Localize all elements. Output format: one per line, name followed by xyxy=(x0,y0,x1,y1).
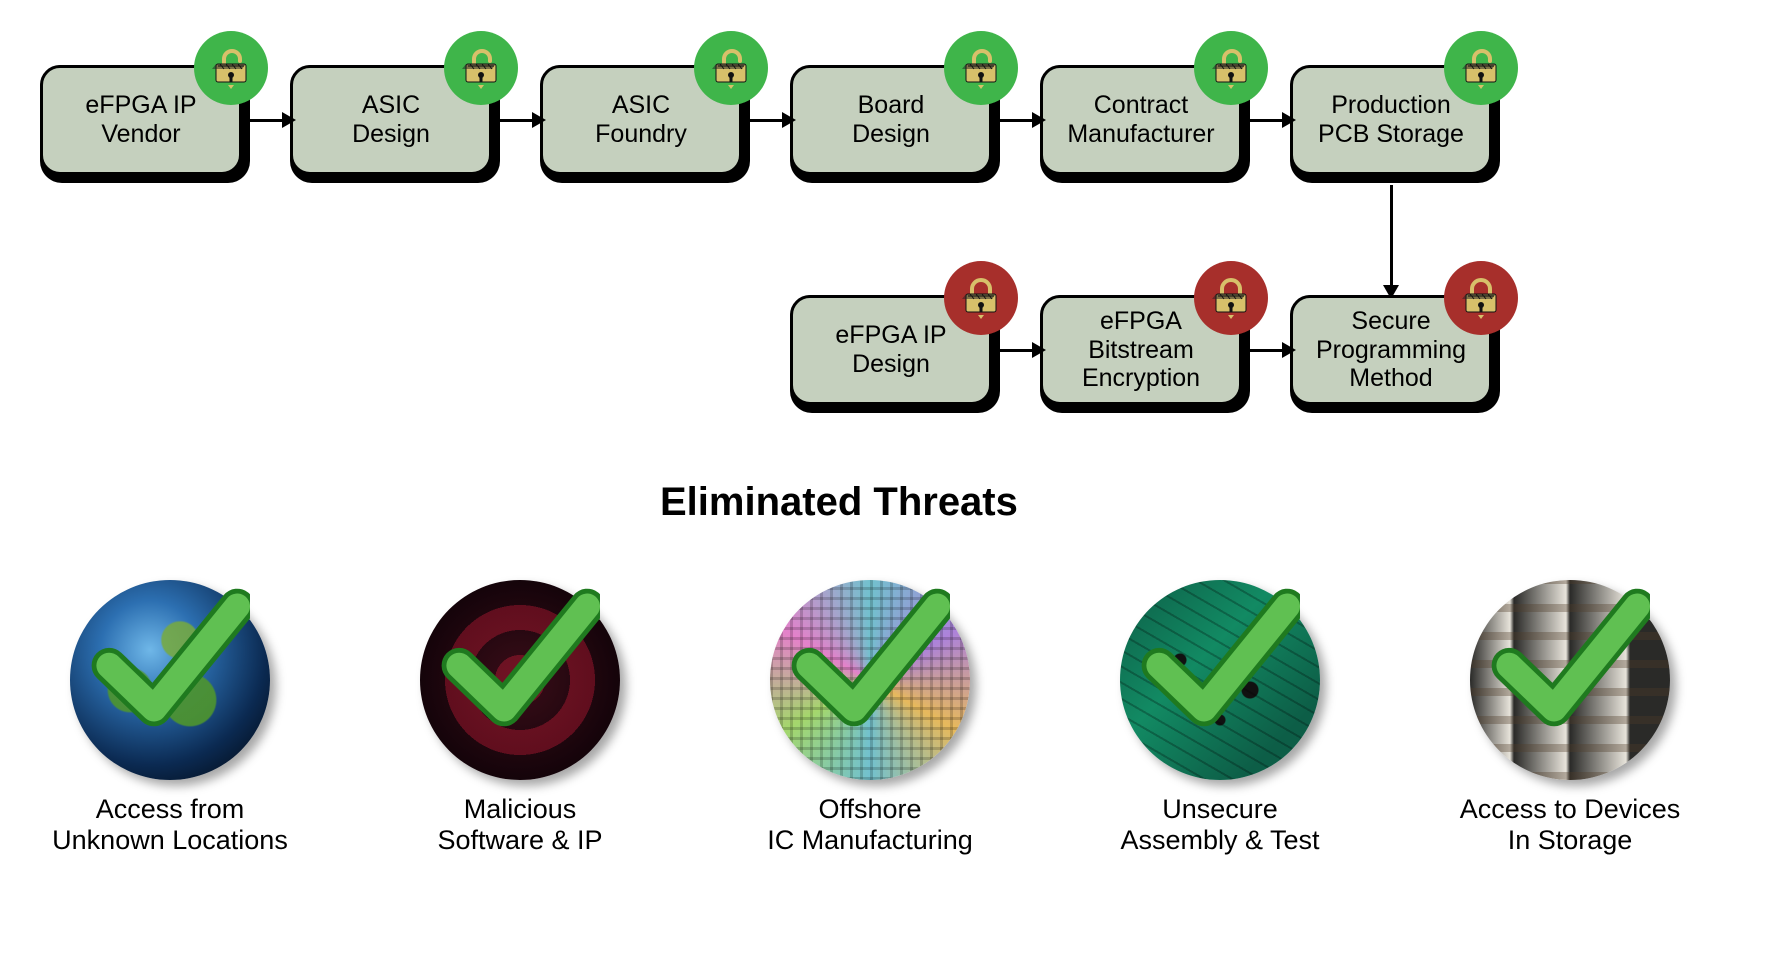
threat-offshore-ic-manufacturing: OffshoreIC Manufacturing xyxy=(740,580,1000,856)
arrow-head-icon xyxy=(532,112,546,128)
check-icon xyxy=(1490,578,1650,743)
threat-unsecure-assembly-test: UnsecureAssembly & Test xyxy=(1090,580,1350,856)
arrow-head-icon xyxy=(1032,112,1046,128)
arrow-line xyxy=(244,119,282,122)
threat-label: MaliciousSoftware & IP xyxy=(390,794,650,856)
threat-image xyxy=(420,580,620,780)
flow-node-secure-programming-method: SecureProgrammingMethod xyxy=(1290,295,1500,413)
flow-node-efpga-bitstream-encryption: eFPGABitstreamEncryption xyxy=(1040,295,1250,413)
check-icon xyxy=(1140,578,1300,743)
arrow-head-icon xyxy=(782,112,796,128)
threat-image xyxy=(1470,580,1670,780)
arrow-line xyxy=(1390,185,1393,285)
threat-image xyxy=(70,580,270,780)
flow-node-efpga-ip-design: eFPGA IPDesign xyxy=(790,295,1000,413)
locked-icon xyxy=(1444,261,1518,335)
flow-node-production-pcb-storage: ProductionPCB Storage xyxy=(1290,65,1500,183)
locked-icon xyxy=(1194,261,1268,335)
flow-node-asic-foundry: ASICFoundry xyxy=(540,65,750,183)
unlocked-icon xyxy=(944,31,1018,105)
threat-label: Access to DevicesIn Storage xyxy=(1440,794,1700,856)
flow-node-efpga-ip-vendor: eFPGA IPVendor xyxy=(40,65,250,183)
threat-label: UnsecureAssembly & Test xyxy=(1090,794,1350,856)
arrow-head-icon xyxy=(1032,342,1046,358)
check-icon xyxy=(90,578,250,743)
unlocked-icon xyxy=(1194,31,1268,105)
unlocked-icon xyxy=(694,31,768,105)
threat-label: OffshoreIC Manufacturing xyxy=(740,794,1000,856)
arrow-line xyxy=(744,119,782,122)
locked-icon xyxy=(944,261,1018,335)
flow-node-board-design: BoardDesign xyxy=(790,65,1000,183)
arrow-head-icon xyxy=(1282,342,1296,358)
arrow-line xyxy=(1244,349,1282,352)
arrow-line xyxy=(994,119,1032,122)
threat-label: Access fromUnknown Locations xyxy=(40,794,300,856)
arrow-head-icon xyxy=(282,112,296,128)
threat-access-unknown-locations: Access fromUnknown Locations xyxy=(40,580,300,856)
unlocked-icon xyxy=(1444,31,1518,105)
arrow-line xyxy=(994,349,1032,352)
arrow-line xyxy=(1244,119,1282,122)
section-title: Eliminated Threats xyxy=(660,480,1018,525)
threat-image xyxy=(770,580,970,780)
flow-node-contract-manufacturer: ContractManufacturer xyxy=(1040,65,1250,183)
unlocked-icon xyxy=(194,31,268,105)
check-icon xyxy=(790,578,950,743)
flow-node-asic-design: ASICDesign xyxy=(290,65,500,183)
arrow-line xyxy=(494,119,532,122)
unlocked-icon xyxy=(444,31,518,105)
threat-access-devices-in-storage: Access to DevicesIn Storage xyxy=(1440,580,1700,856)
threat-malicious-software-ip: MaliciousSoftware & IP xyxy=(390,580,650,856)
arrow-head-icon xyxy=(1282,112,1296,128)
check-icon xyxy=(440,578,600,743)
threat-image xyxy=(1120,580,1320,780)
